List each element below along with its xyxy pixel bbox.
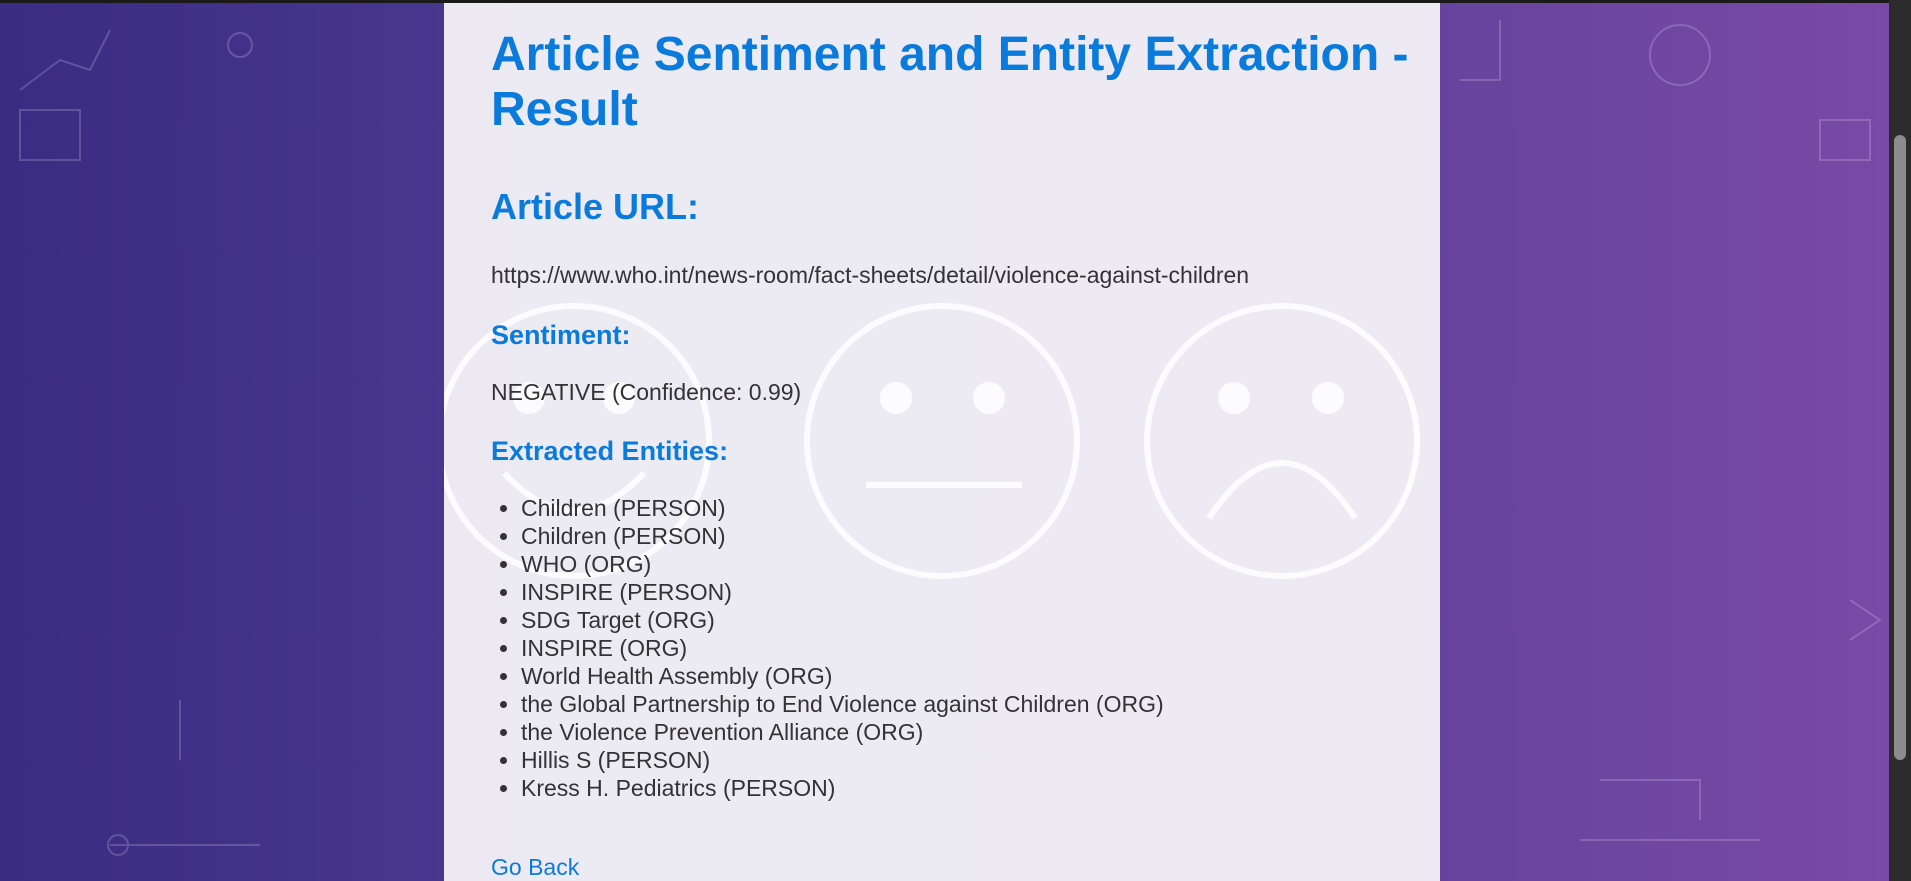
result-card: Article Sentiment and Entity Extraction … — [444, 3, 1440, 881]
page-scrollbar[interactable] — [1889, 0, 1911, 881]
sentiment-heading: Sentiment: — [491, 320, 631, 350]
go-back-link[interactable]: Go Back — [491, 854, 580, 880]
entities-list: Children (PERSON) Children (PERSON) WHO … — [491, 494, 1411, 802]
result-content: Article Sentiment and Entity Extraction … — [491, 3, 1411, 881]
entities-heading: Extracted Entities: — [491, 436, 729, 466]
article-url-value: https://www.who.int/news-room/fact-sheet… — [491, 262, 1250, 288]
sentiment-value: NEGATIVE (Confidence: 0.99) — [491, 379, 802, 405]
list-item: the Global Partnership to End Violence a… — [521, 690, 1411, 718]
list-item: WHO (ORG) — [521, 550, 1411, 578]
list-item: World Health Assembly (ORG) — [521, 662, 1411, 690]
list-item: INSPIRE (ORG) — [521, 634, 1411, 662]
list-item: Children (PERSON) — [521, 522, 1411, 550]
list-item: Hillis S (PERSON) — [521, 746, 1411, 774]
page-title: Article Sentiment and Entity Extraction … — [491, 28, 1409, 136]
article-url-heading: Article URL: — [491, 186, 700, 227]
window-top-border — [0, 0, 1911, 3]
list-item: Kress H. Pediatrics (PERSON) — [521, 774, 1411, 802]
list-item: INSPIRE (PERSON) — [521, 578, 1411, 606]
list-item: Children (PERSON) — [521, 494, 1411, 522]
scrollbar-thumb[interactable] — [1894, 135, 1906, 760]
list-item: SDG Target (ORG) — [521, 606, 1411, 634]
list-item: the Violence Prevention Alliance (ORG) — [521, 718, 1411, 746]
